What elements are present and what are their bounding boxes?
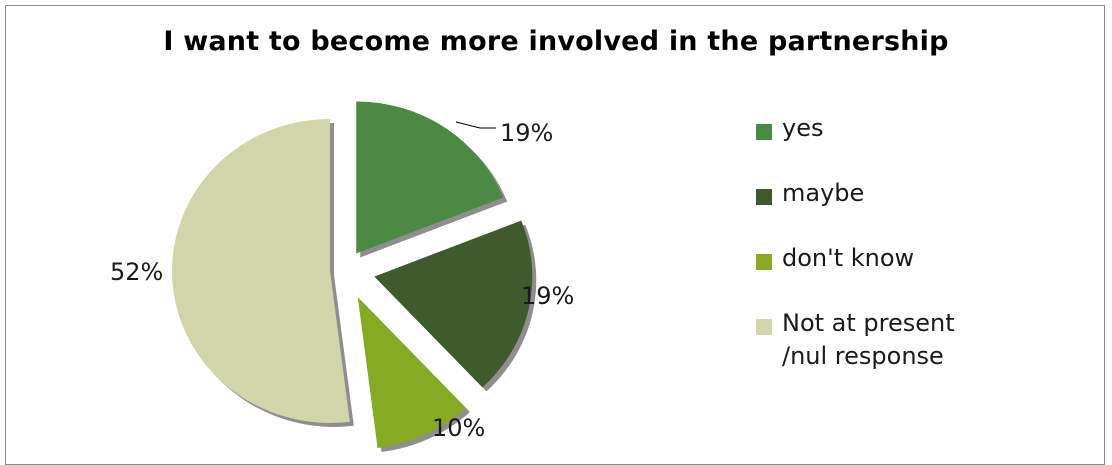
- legend-label-dont-know: don't know: [782, 244, 915, 272]
- data-label-dont-know: 10%: [432, 414, 486, 442]
- legend-swatch-maybe: [756, 189, 772, 205]
- pie-slice-not-at-present: [172, 118, 350, 423]
- pie-slice-maybe: [374, 220, 533, 388]
- data-label-maybe: 19%: [521, 282, 575, 310]
- data-label-yes: 19%: [500, 119, 554, 147]
- legend-item-yes: yes: [756, 112, 972, 145]
- leader-lines: [455, 121, 496, 129]
- leader-line-yes: [455, 121, 496, 129]
- pie-slice-yes: [356, 101, 504, 254]
- pie-chart: [172, 101, 537, 452]
- legend-label-maybe: maybe: [782, 179, 865, 207]
- legend-swatch-not-at-present: [756, 319, 772, 335]
- data-label-not-at-present: 52%: [110, 258, 164, 286]
- legend-swatch-dont-know: [756, 254, 772, 270]
- pie-slices: [172, 101, 533, 448]
- legend-label-not-at-present: Not at present /nul response: [782, 309, 955, 370]
- pie-slice-dont-know: [357, 297, 466, 448]
- legend-swatch-yes: [756, 124, 772, 140]
- chart-title: I want to become more involved in the pa…: [163, 26, 949, 57]
- legend-item-not-at-present: Not at present /nul response: [756, 307, 972, 373]
- legend-item-maybe: maybe: [756, 177, 972, 210]
- legend-item-dont-know: don't know: [756, 242, 972, 275]
- legend-label-yes: yes: [782, 114, 824, 142]
